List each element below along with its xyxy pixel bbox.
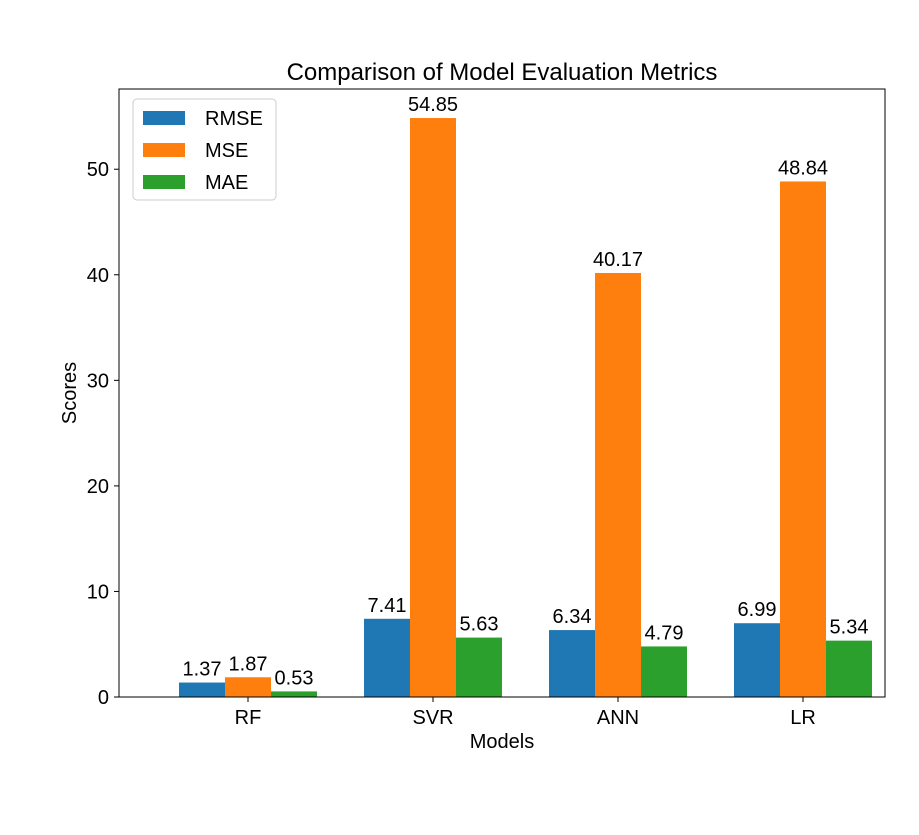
- x-tick-label-ann: ANN: [597, 707, 639, 729]
- y-axis-label: Scores: [59, 362, 81, 424]
- chart-title: Comparison of Model Evaluation Metrics: [287, 59, 718, 86]
- bar-mse-svr: [410, 118, 456, 698]
- x-axis-ticks: RF SVR ANN LR: [235, 697, 816, 729]
- data-label-rmse-ann: 6.34: [553, 606, 592, 628]
- bar-rmse-ann: [549, 630, 595, 697]
- legend-label-rmse: RMSE: [205, 108, 263, 130]
- y-tick-label-50: 50: [87, 159, 109, 181]
- y-tick-label-0: 0: [98, 687, 109, 709]
- data-label-mse-lr: 48.84: [778, 157, 828, 179]
- bar-rmse-lr: [734, 623, 780, 697]
- bar-mae-lr: [826, 640, 872, 697]
- data-label-mse-ann: 40.17: [593, 249, 643, 271]
- bar-mse-ann: [595, 272, 641, 697]
- data-labels-group: 1.37 1.87 0.53 7.41 54.85 5.63 6.34 40.17 4.79 6.…: [183, 94, 869, 689]
- data-label-mse-rf: 1.87: [229, 653, 268, 675]
- y-tick-label-40: 40: [87, 265, 109, 287]
- data-label-mae-ann: 4.79: [645, 622, 684, 644]
- data-label-rmse-lr: 6.99: [738, 599, 777, 621]
- data-label-rmse-svr: 7.41: [368, 595, 407, 617]
- data-label-rmse-rf: 1.37: [183, 659, 222, 681]
- data-label-mse-svr: 54.85: [408, 94, 458, 116]
- bars-group: [179, 118, 872, 698]
- bar-mae-rf: [271, 691, 317, 697]
- plot-frame: [118, 88, 886, 698]
- data-label-mae-lr: 5.34: [830, 617, 869, 639]
- data-label-mae-svr: 5.63: [460, 614, 499, 636]
- data-label-mae-rf: 0.53: [275, 667, 314, 689]
- x-tick-label-lr: LR: [790, 707, 816, 729]
- bar-mae-ann: [641, 646, 687, 697]
- y-tick-label-20: 20: [87, 476, 109, 498]
- x-axis-label: Models: [470, 731, 534, 753]
- x-tick-label-rf: RF: [235, 707, 262, 729]
- legend: RMSE MSE MAE: [132, 98, 277, 201]
- legend-swatch-mse: [143, 143, 185, 157]
- bar-mae-svr: [456, 637, 502, 697]
- legend-label-mse: MSE: [205, 140, 248, 162]
- bar-mse-lr: [780, 181, 826, 697]
- y-tick-label-30: 30: [87, 370, 109, 392]
- legend-swatch-rmse: [143, 111, 185, 125]
- x-tick-label-svr: SVR: [412, 707, 453, 729]
- bar-rmse-rf: [179, 682, 225, 697]
- legend-swatch-mae: [143, 175, 185, 189]
- bar-rmse-svr: [364, 618, 410, 697]
- bar-mse-rf: [225, 677, 271, 697]
- legend-label-mae: MAE: [205, 172, 248, 194]
- y-axis-ticks: 0 10 20 30 40 50: [87, 159, 119, 709]
- y-tick-label-10: 10: [87, 581, 109, 603]
